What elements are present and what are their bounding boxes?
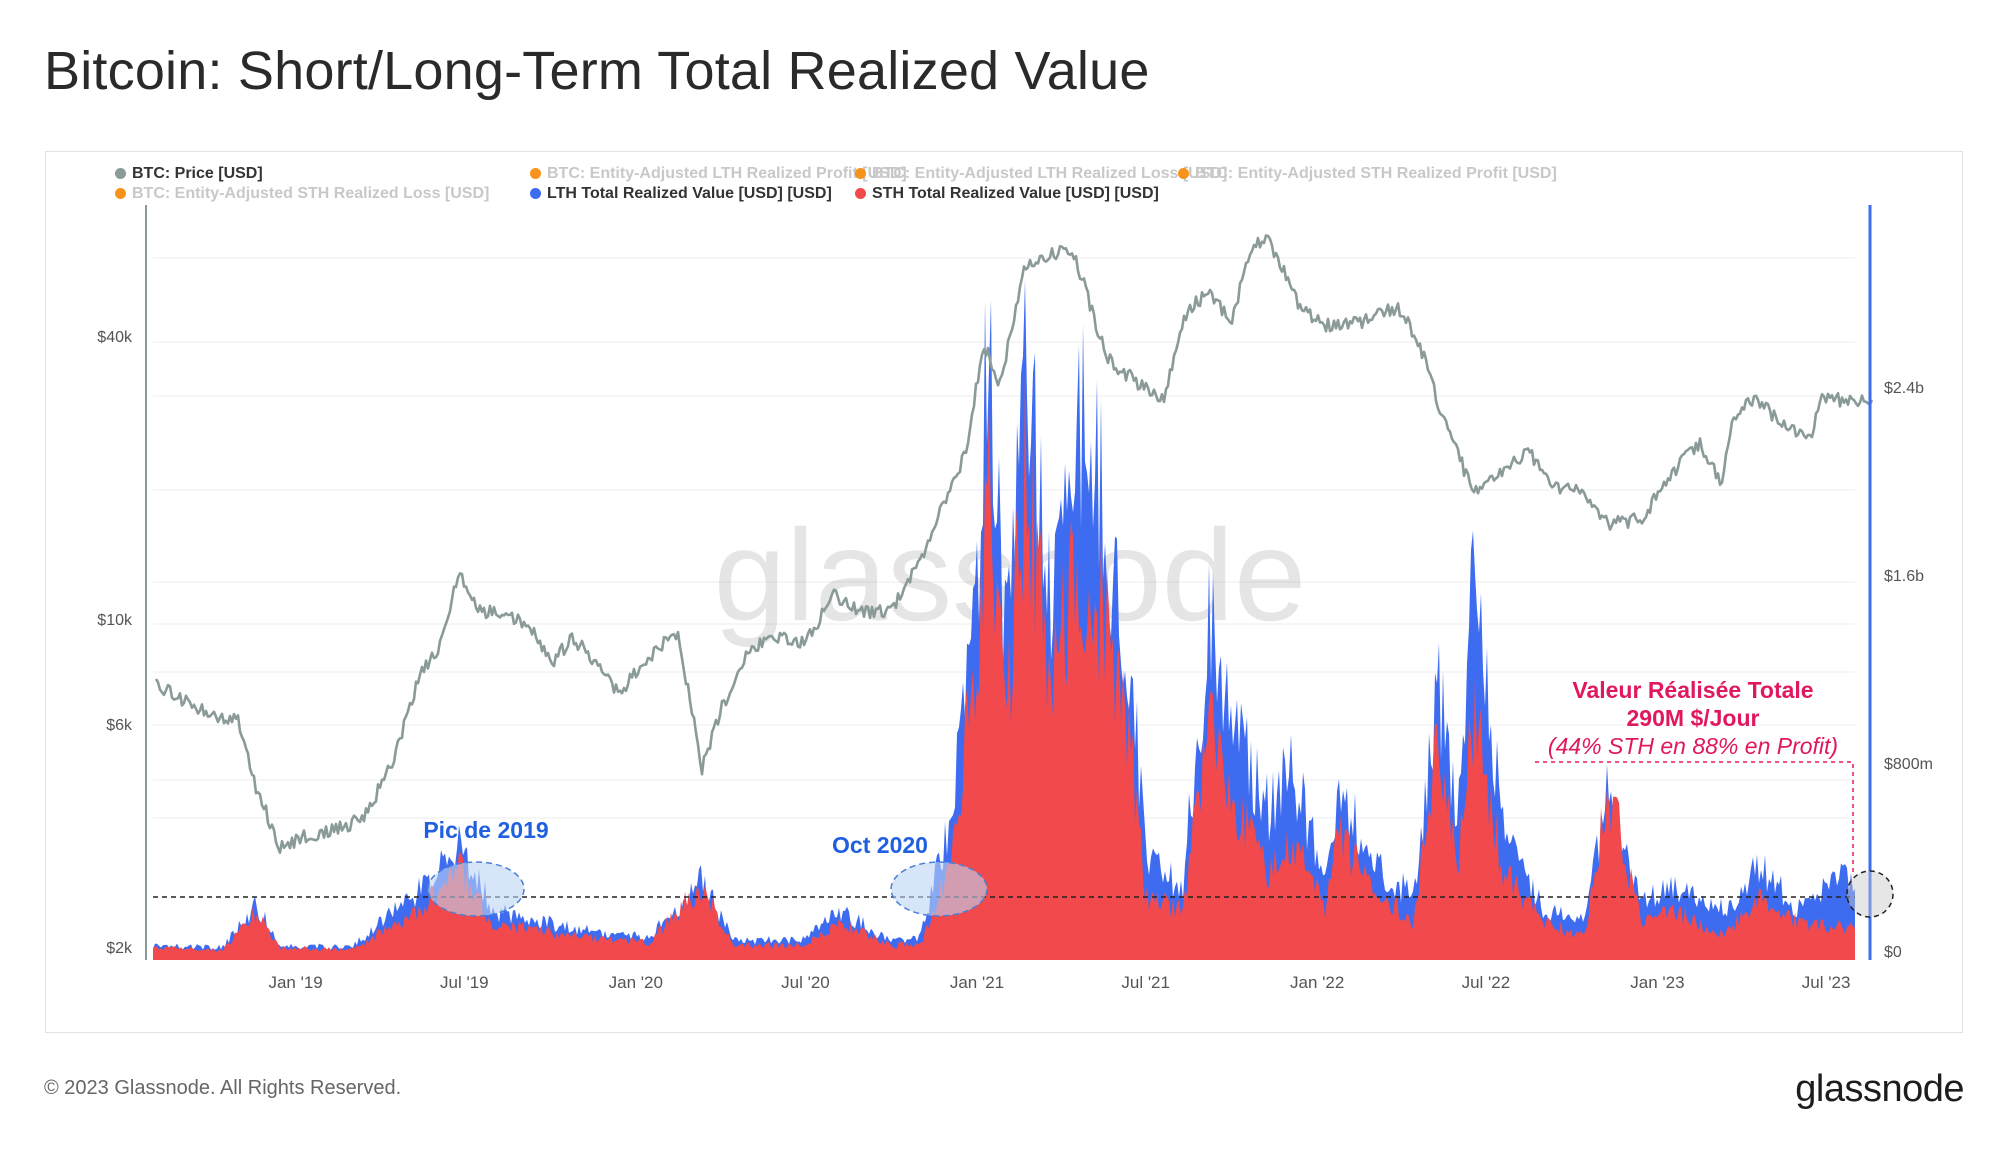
x-tick-label: Jan '23 [1630, 973, 1684, 992]
y-right-tick-label: $2.4b [1884, 380, 1924, 397]
x-tick-label: Jan '22 [1290, 973, 1344, 992]
x-tick-label: Jan '20 [609, 973, 663, 992]
legend-dot-icon [115, 188, 126, 199]
legend-item-0[interactable]: BTC: Price [USD] [115, 165, 263, 183]
legend-dot-icon [530, 188, 541, 199]
legend-item-2[interactable]: BTC: Entity-Adjusted LTH Realized Loss [… [855, 165, 1227, 183]
x-tick-label: Jul '19 [440, 973, 489, 992]
annotation-total-value-detail: (44% STH en 88% en Profit) [1548, 733, 1838, 759]
y-right-tick-label: $1.6b [1884, 568, 1924, 585]
lth-realized-value-area [153, 279, 1855, 960]
legend-dot-icon [855, 168, 866, 179]
sth-realized-value-area [153, 369, 1855, 960]
legend-dot-icon [530, 168, 541, 179]
y-left-tick-label: $6k [106, 717, 133, 734]
legend-label: STH Total Realized Value [USD] [USD] [872, 185, 1159, 202]
peak-2019-highlight [427, 861, 525, 917]
x-tick-label: Jul '22 [1462, 973, 1511, 992]
legend-item-6[interactable]: STH Total Realized Value [USD] [USD] [855, 185, 1159, 203]
copyright: © 2023 Glassnode. All Rights Reserved. [44, 1077, 402, 1099]
legend-item-5[interactable]: LTH Total Realized Value [USD] [USD] [530, 185, 832, 203]
x-tick-label: Jul '20 [781, 973, 830, 992]
axes: $40k $10k $6k $2k $2.4b $1.6b $800m $0 Jan '19 Ju… [97, 205, 1933, 992]
legend-dot-icon [855, 188, 866, 199]
legend-item-1[interactable]: BTC: Entity-Adjusted LTH Realized Profit… [530, 165, 907, 183]
y-left-tick-label: $2k [106, 940, 133, 957]
legend-item-3[interactable]: BTC: Entity-Adjusted STH Realized Profit… [1178, 165, 1557, 183]
legend-dot-icon [1178, 168, 1189, 179]
x-tick-label: Jan '21 [950, 973, 1004, 992]
btc-price-line [154, 234, 1874, 855]
area-series [153, 279, 1855, 960]
legend-label: BTC: Entity-Adjusted STH Realized Profit… [1195, 165, 1557, 182]
chart-frame [45, 151, 1963, 1033]
annotation-peak-2019: Pic de 2019 [423, 817, 548, 843]
legend-label: BTC: Entity-Adjusted STH Realized Loss [… [132, 185, 490, 202]
y-right-tick-label: $0 [1884, 944, 1902, 961]
x-tick-label: Jul '21 [1121, 973, 1170, 992]
legend-label: LTH Total Realized Value [USD] [USD] [547, 185, 832, 202]
annotation-total-value-title: Valeur Réalisée Totale [1572, 677, 1813, 703]
y-right-tick-label: $800m [1884, 756, 1933, 773]
callout-leader-line [1535, 761, 1854, 872]
legend-dot-icon [115, 168, 126, 179]
x-tick-label: Jul '23 [1802, 973, 1851, 992]
legend-label: BTC: Entity-Adjusted LTH Realized Loss [… [872, 165, 1228, 182]
annotation-oct-2020: Oct 2020 [832, 832, 928, 858]
oct-2020-highlight [890, 861, 988, 917]
legend-item-4[interactable]: BTC: Entity-Adjusted STH Realized Loss [… [115, 185, 489, 203]
current-value-highlight [1846, 870, 1894, 918]
annotation-total-value-amount: 290M $/Jour [1627, 705, 1760, 731]
legend-label: BTC: Entity-Adjusted LTH Realized Profit… [547, 165, 907, 182]
price-series [154, 234, 1874, 855]
y-left-tick-label: $40k [97, 329, 133, 346]
page-title: Bitcoin: Short/Long-Term Total Realized … [44, 41, 1150, 101]
brand-logo: glassnode [1795, 1068, 1964, 1110]
x-tick-label: Jan '19 [268, 973, 322, 992]
legend-label: BTC: Price [USD] [132, 165, 263, 182]
y-left-tick-label: $10k [97, 612, 133, 629]
